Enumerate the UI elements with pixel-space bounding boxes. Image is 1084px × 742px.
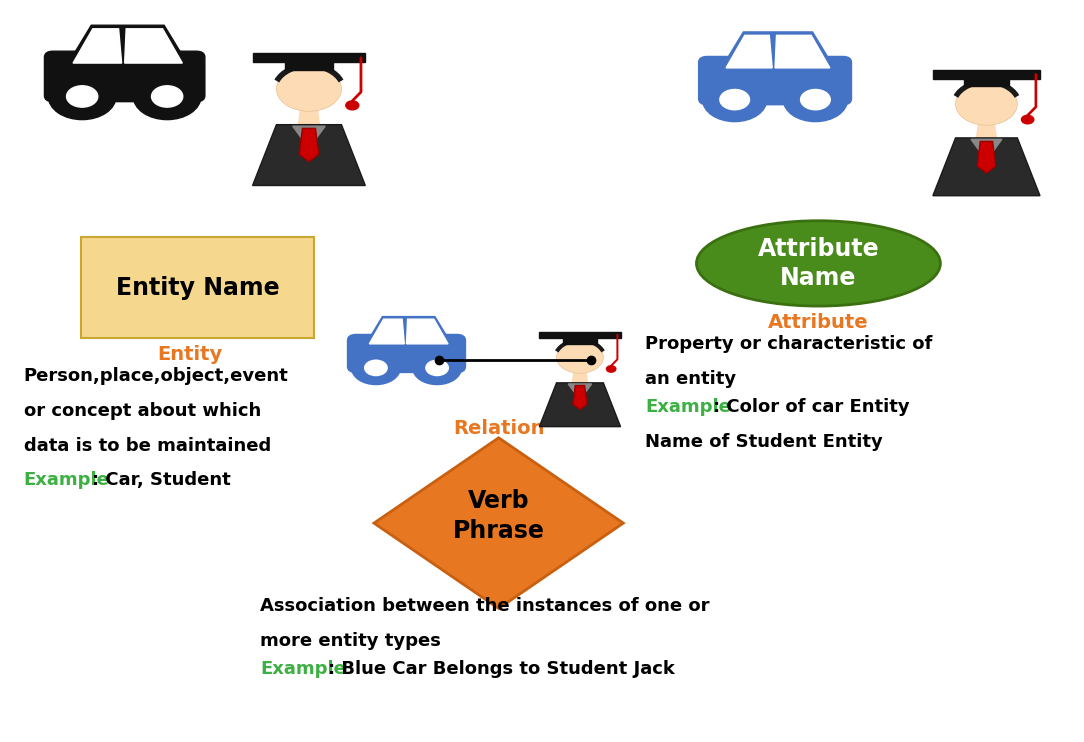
- FancyBboxPatch shape: [186, 70, 199, 96]
- FancyBboxPatch shape: [698, 56, 852, 105]
- Circle shape: [66, 86, 98, 107]
- Polygon shape: [370, 319, 404, 344]
- Bar: [933, 70, 1040, 79]
- Polygon shape: [971, 139, 1002, 160]
- Polygon shape: [365, 317, 452, 346]
- Text: Property or characteristic of: Property or characteristic of: [645, 335, 932, 353]
- Text: Example: Example: [24, 471, 109, 489]
- Circle shape: [784, 78, 848, 122]
- Text: Relation: Relation: [453, 419, 544, 439]
- Polygon shape: [374, 438, 623, 608]
- Circle shape: [956, 83, 1017, 125]
- Polygon shape: [125, 29, 182, 63]
- Text: data is to be maintained: data is to be maintained: [24, 437, 271, 455]
- Circle shape: [606, 366, 616, 372]
- Bar: [285, 59, 333, 70]
- Polygon shape: [726, 36, 772, 68]
- Polygon shape: [572, 373, 588, 385]
- Circle shape: [346, 101, 359, 110]
- Bar: [964, 75, 1009, 86]
- Text: Verb
Phrase: Verb Phrase: [453, 489, 544, 542]
- Polygon shape: [298, 111, 320, 128]
- Circle shape: [413, 351, 462, 384]
- Circle shape: [364, 360, 387, 375]
- Polygon shape: [976, 125, 996, 141]
- Polygon shape: [299, 128, 319, 162]
- Text: Association between the instances of one or: Association between the instances of one…: [260, 597, 710, 615]
- Text: : Car, Student: : Car, Student: [92, 471, 231, 489]
- Circle shape: [152, 86, 183, 107]
- Bar: [253, 53, 365, 62]
- Circle shape: [702, 78, 766, 122]
- Text: Person,place,object,event: Person,place,object,event: [24, 367, 288, 385]
- Text: Example: Example: [260, 660, 346, 678]
- Circle shape: [1021, 115, 1034, 124]
- Circle shape: [49, 73, 116, 119]
- FancyBboxPatch shape: [348, 335, 465, 372]
- FancyBboxPatch shape: [44, 51, 205, 102]
- Bar: [540, 332, 620, 338]
- Circle shape: [133, 73, 201, 119]
- Polygon shape: [573, 386, 586, 410]
- Text: more entity types: more entity types: [260, 632, 441, 650]
- Text: an entity: an entity: [645, 370, 736, 388]
- Polygon shape: [67, 25, 189, 65]
- Text: Entity: Entity: [157, 345, 222, 364]
- Text: : Color of car Entity: : Color of car Entity: [713, 398, 909, 416]
- Circle shape: [276, 67, 341, 111]
- Circle shape: [351, 351, 400, 384]
- Text: : Blue Car Belongs to Student Jack: : Blue Car Belongs to Student Jack: [328, 660, 675, 678]
- Polygon shape: [73, 29, 121, 63]
- FancyBboxPatch shape: [834, 75, 847, 99]
- Text: Jack: Jack: [964, 169, 1009, 188]
- Circle shape: [801, 90, 830, 110]
- Text: Example: Example: [645, 398, 731, 416]
- Text: Attribute: Attribute: [769, 313, 868, 332]
- Polygon shape: [775, 36, 830, 68]
- Polygon shape: [977, 142, 996, 173]
- Ellipse shape: [696, 221, 940, 306]
- Circle shape: [426, 360, 449, 375]
- Text: or concept about which: or concept about which: [24, 402, 261, 420]
- Polygon shape: [720, 32, 836, 70]
- Text: Entity Name: Entity Name: [116, 275, 280, 300]
- Polygon shape: [253, 125, 365, 186]
- Polygon shape: [293, 126, 325, 148]
- FancyBboxPatch shape: [450, 349, 461, 368]
- Circle shape: [720, 90, 749, 110]
- Polygon shape: [540, 383, 620, 427]
- Text: Name of Student Entity: Name of Student Entity: [645, 433, 882, 451]
- Bar: [563, 335, 597, 344]
- Polygon shape: [406, 319, 448, 344]
- FancyBboxPatch shape: [81, 237, 314, 338]
- Polygon shape: [933, 138, 1040, 196]
- Circle shape: [556, 341, 604, 373]
- Text: Attribute
Name: Attribute Name: [758, 237, 879, 290]
- Polygon shape: [568, 384, 592, 400]
